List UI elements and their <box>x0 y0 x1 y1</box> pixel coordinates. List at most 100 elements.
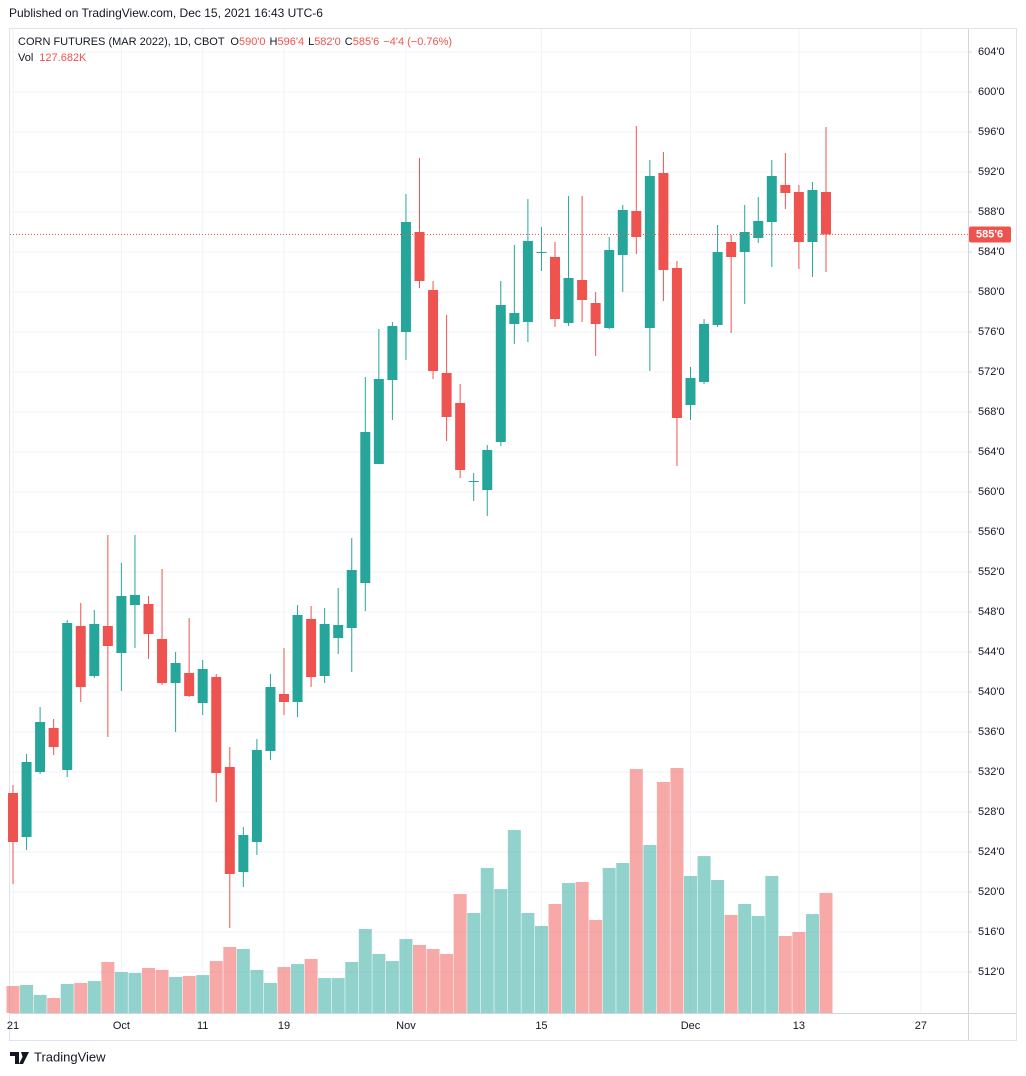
volume-bar <box>223 947 237 1013</box>
candle-body <box>48 728 59 747</box>
candle-body <box>753 221 764 238</box>
candle-body <box>89 624 100 676</box>
volume-bar <box>87 981 101 1013</box>
volume-bar <box>345 961 359 1013</box>
x-tick-label: 11 <box>197 1020 208 1032</box>
candle-body <box>590 303 601 324</box>
volume-bar <box>277 967 291 1013</box>
volume-bar <box>128 972 142 1013</box>
x-tick-label: Oct <box>113 1020 130 1032</box>
candle-body <box>726 242 737 257</box>
y-tick-label: 516'0 <box>978 926 1005 938</box>
candle-body <box>360 432 371 583</box>
candle-body <box>671 268 682 418</box>
y-tick-label: 532'0 <box>978 766 1005 778</box>
volume-bar <box>819 893 833 1013</box>
volume-bar <box>575 881 589 1013</box>
y-tick-label: 512'0 <box>978 966 1005 978</box>
volume-bar <box>47 997 61 1013</box>
candle-body <box>333 625 344 638</box>
volume-bar <box>60 983 74 1013</box>
volume-bar <box>304 958 318 1013</box>
candle-body <box>739 232 750 252</box>
field-value: 596'4 <box>277 36 304 48</box>
candle-body <box>617 210 628 255</box>
volume-bar <box>169 977 183 1013</box>
volume-bar <box>101 961 115 1013</box>
candle-body <box>699 324 710 382</box>
field-value: 585'6 <box>353 36 380 48</box>
y-tick-label: 540'0 <box>978 686 1005 698</box>
candle-body <box>75 626 86 687</box>
candle-body <box>821 192 831 235</box>
logo-icon <box>10 1052 29 1064</box>
volume-bar <box>751 916 765 1013</box>
y-tick-label: 580'0 <box>978 286 1005 298</box>
last-price-tag <box>969 226 1011 243</box>
volume-bar <box>399 939 413 1013</box>
y-tick-label: 528'0 <box>978 806 1005 818</box>
candle-body <box>102 626 113 646</box>
candle-body <box>536 252 547 253</box>
candle-body <box>495 305 506 442</box>
volume-bar <box>385 961 399 1013</box>
legend-header: CORN FUTURES (MAR 2022), 1D, CBOT O590'0 H… <box>18 36 452 64</box>
candle-body <box>251 750 262 842</box>
candle-body <box>184 673 195 696</box>
volume-bar <box>521 913 535 1013</box>
candle-body <box>631 211 642 237</box>
candle-body <box>577 280 588 300</box>
volume-bar <box>196 975 210 1013</box>
volume-bar <box>155 969 169 1013</box>
vol-key: Vol <box>18 52 33 64</box>
volume-bar <box>263 983 277 1013</box>
candle-body <box>265 687 276 751</box>
volume-bar <box>616 863 630 1013</box>
candle-body <box>143 604 154 634</box>
volume-bar <box>765 875 779 1013</box>
x-tick-label: 19 <box>278 1020 290 1032</box>
candle-body <box>766 176 777 222</box>
published-note: Published on TradingView.com, Dec 15, 20… <box>9 6 323 20</box>
vol-value: 127.682K <box>39 52 87 64</box>
candle-body <box>197 669 208 703</box>
candle-body <box>685 378 696 405</box>
volume-bar <box>426 949 440 1013</box>
y-tick-label: 556'0 <box>978 526 1005 538</box>
field-value: 590'0 <box>239 36 266 48</box>
field-key: O <box>230 36 239 48</box>
y-tick-label: 584'0 <box>978 246 1005 258</box>
y-tick-label: 568'0 <box>978 406 1005 418</box>
y-tick-label: 536'0 <box>978 726 1005 738</box>
y-tick-label: 524'0 <box>978 846 1005 858</box>
volume-bar <box>738 903 752 1013</box>
candle-body <box>62 623 73 770</box>
volume-bar <box>413 944 426 1013</box>
candle-body <box>116 596 127 653</box>
volume-bar <box>6 986 20 1013</box>
candle-body <box>807 190 818 242</box>
candle-body <box>224 767 235 874</box>
volume-bar <box>629 769 643 1013</box>
candle-body <box>129 595 140 605</box>
volume-bar <box>562 883 576 1013</box>
volume-bar <box>20 984 34 1013</box>
volume-bar <box>684 875 697 1013</box>
y-tick-label: 600'0 <box>978 86 1005 98</box>
candle-body <box>563 278 574 323</box>
volume-bar <box>697 856 711 1013</box>
x-tick-label: 15 <box>535 1020 547 1032</box>
volume-bar <box>331 978 345 1013</box>
volume-bar <box>358 928 372 1013</box>
candle-body <box>319 624 330 676</box>
y-tick-label: 564'0 <box>978 446 1005 458</box>
candle-body <box>157 639 168 683</box>
volume-bar <box>74 983 88 1013</box>
field-value: 582'0 <box>314 36 341 48</box>
candle-body <box>793 192 804 242</box>
y-tick-label: 520'0 <box>978 886 1005 898</box>
y-tick-label: 576'0 <box>978 326 1005 338</box>
candle-body <box>306 619 317 677</box>
